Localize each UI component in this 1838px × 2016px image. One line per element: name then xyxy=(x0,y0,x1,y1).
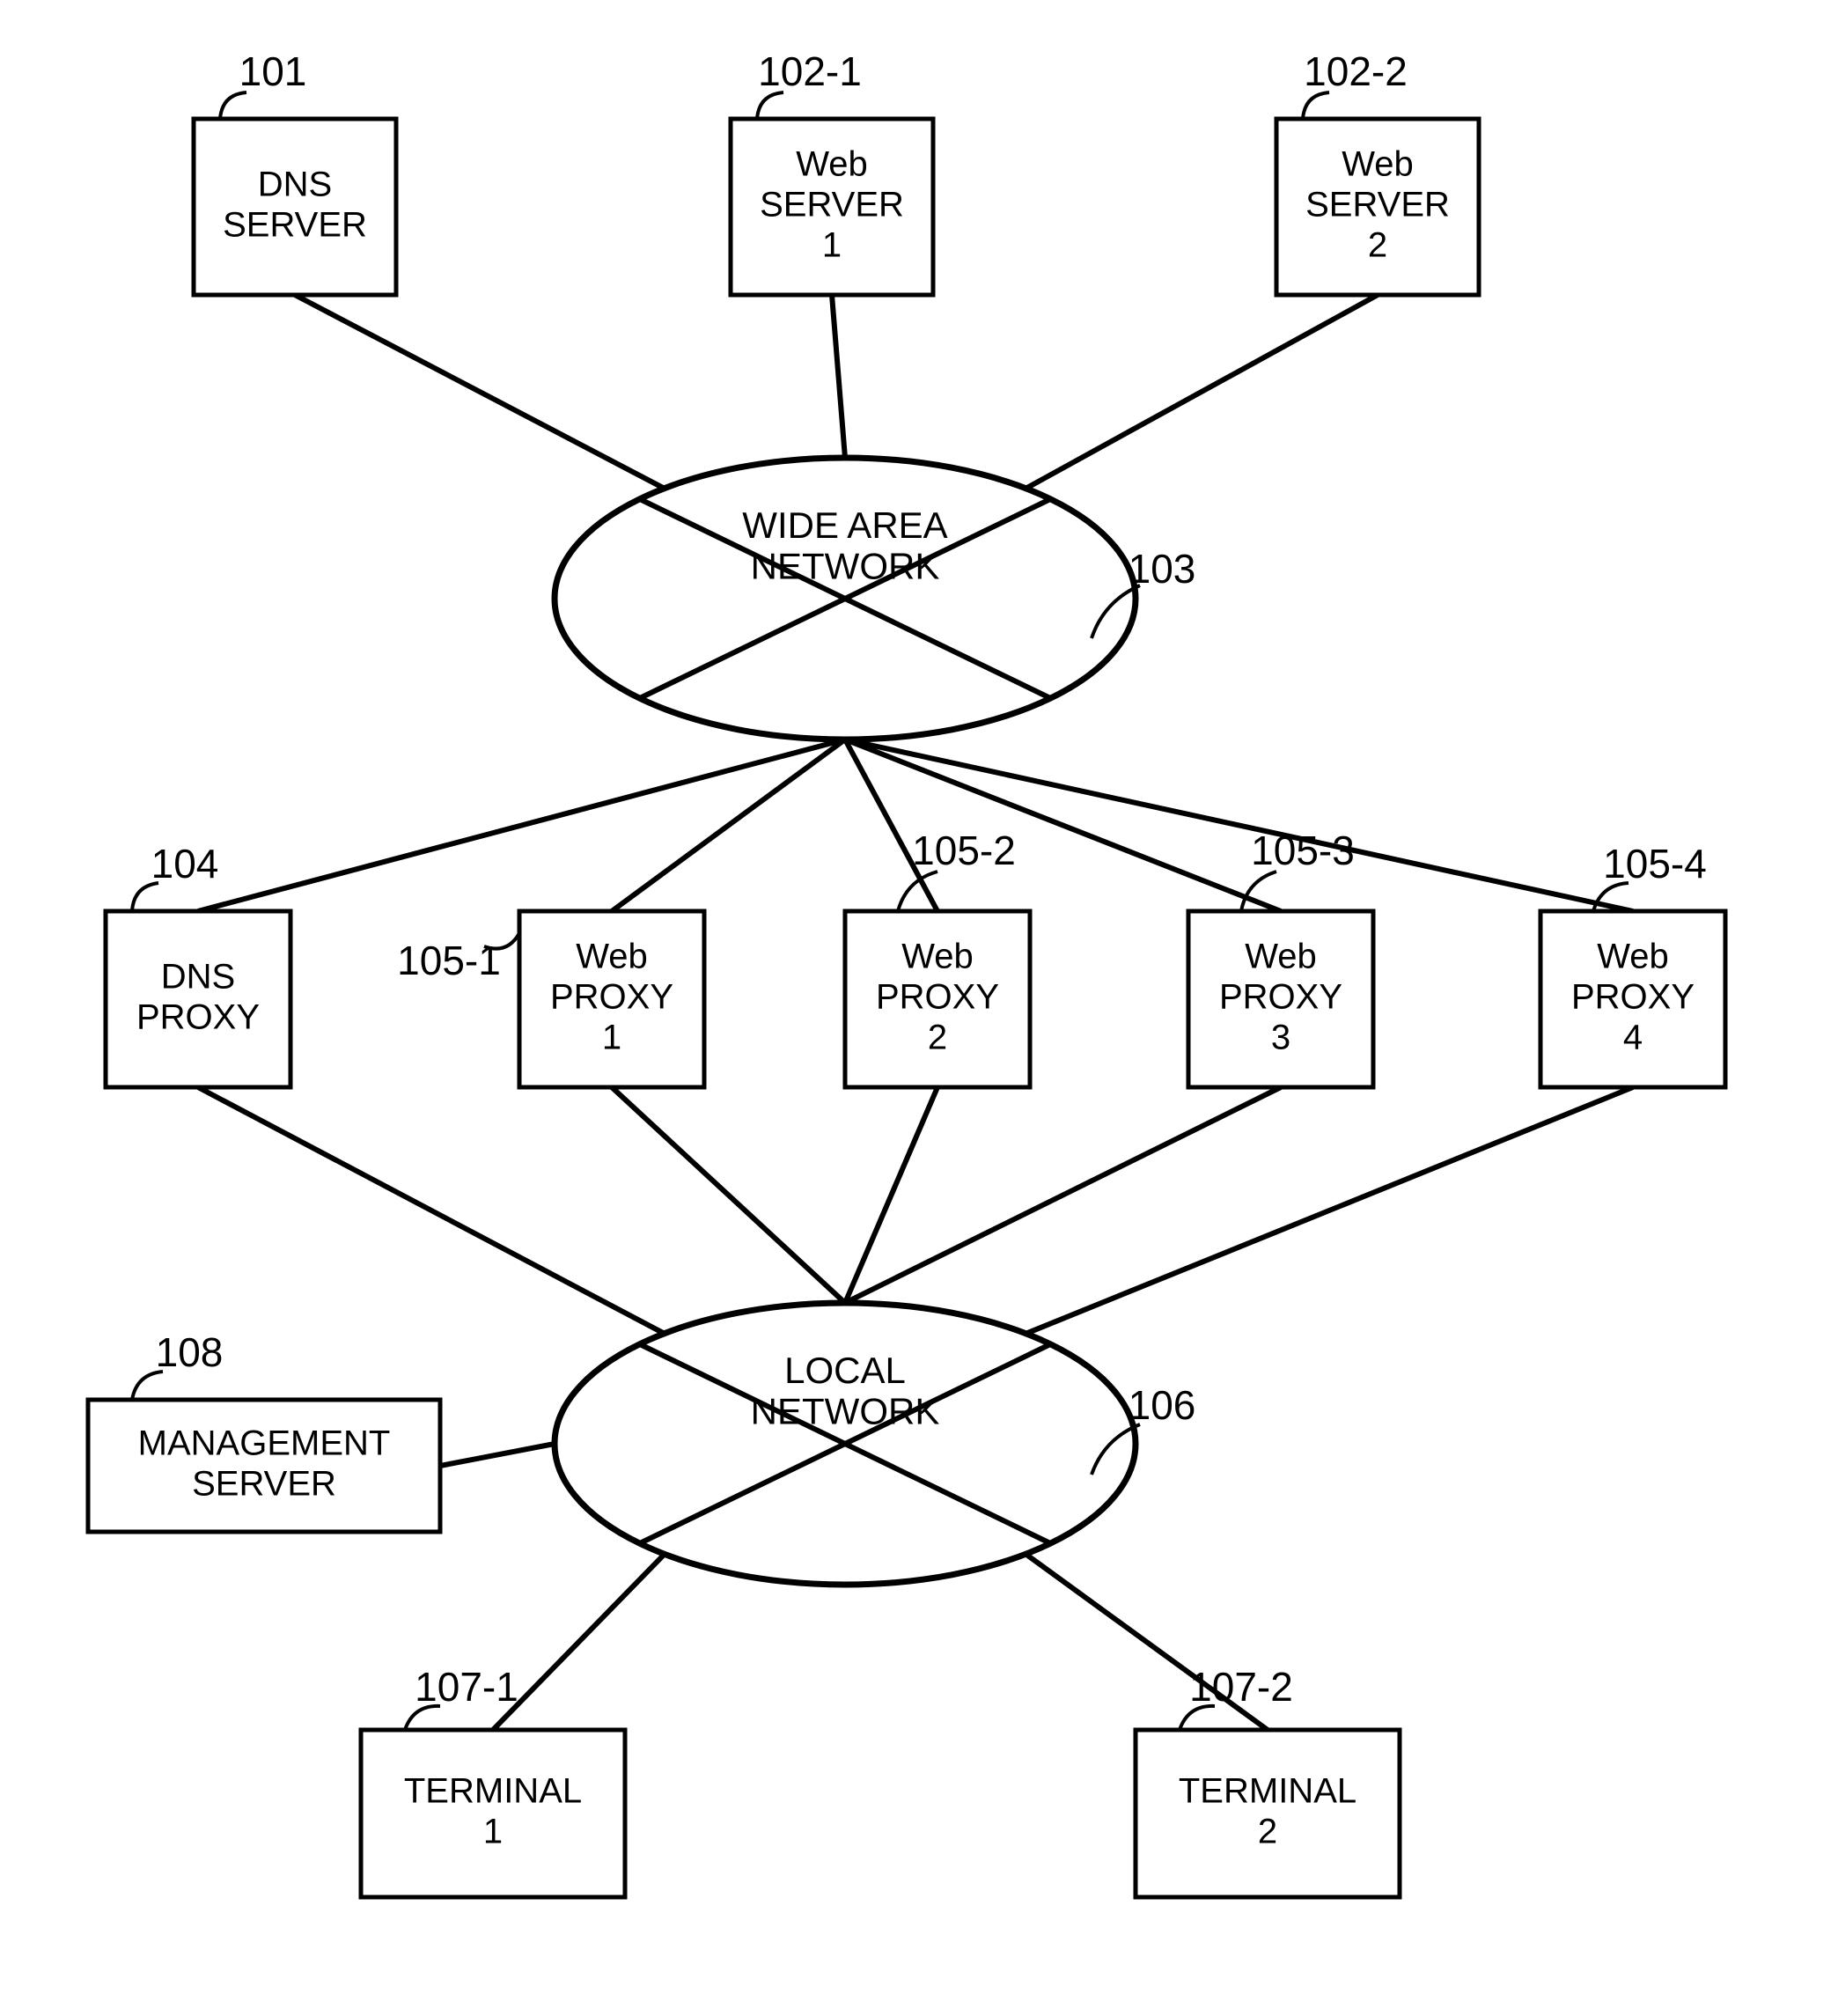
node-label: PROXY xyxy=(136,998,260,1037)
node-label: PROXY xyxy=(1219,978,1342,1017)
node-label: 1 xyxy=(483,1813,503,1851)
node-label: 2 xyxy=(928,1019,947,1057)
node-web_server_2: WebSERVER2 xyxy=(1276,119,1479,295)
node-label: Web xyxy=(1342,145,1414,184)
node-label: PROXY xyxy=(876,978,999,1017)
edge xyxy=(832,295,845,458)
node-label: SERVER xyxy=(192,1465,336,1504)
node-label: 1 xyxy=(822,226,842,265)
edge xyxy=(1026,1087,1633,1334)
edge xyxy=(612,1087,845,1303)
node-label: PROXY xyxy=(1571,978,1695,1017)
node-terminal_1: TERMINAL1 xyxy=(361,1730,625,1897)
node-lan: LOCALNETWORK xyxy=(555,1303,1136,1585)
edge xyxy=(845,739,937,911)
edge xyxy=(845,1087,1281,1303)
node-web_proxy_3: WebPROXY3 xyxy=(1188,911,1373,1087)
ref-terminal_2: 107-2 xyxy=(1180,1664,1293,1730)
ref-label: 105-4 xyxy=(1603,841,1707,887)
edge xyxy=(845,739,1633,911)
node-label: WIDE AREA xyxy=(742,504,947,546)
nodes-layer: DNSSERVERWebSERVER1WebSERVER2WIDE AREANE… xyxy=(88,119,1725,1897)
ref-leader xyxy=(757,92,783,119)
edge xyxy=(440,1444,555,1466)
ref-label: 103 xyxy=(1129,546,1196,592)
node-label: NETWORK xyxy=(751,1390,940,1431)
node-dns_proxy: DNSPROXY xyxy=(106,911,290,1087)
edge xyxy=(612,739,845,911)
ref-web_proxy_2: 105-2 xyxy=(898,828,1016,911)
node-label: 2 xyxy=(1258,1813,1277,1851)
ref-label: 105-2 xyxy=(912,828,1016,873)
ref-label: 106 xyxy=(1129,1382,1196,1428)
edge xyxy=(198,1087,665,1334)
network-diagram: DNSSERVERWebSERVER1WebSERVER2WIDE AREANE… xyxy=(0,0,1838,2016)
node-mgmt_server: MANAGEMENTSERVER xyxy=(88,1400,440,1532)
ref-label: 102-2 xyxy=(1304,48,1408,94)
edge xyxy=(198,739,845,911)
node-label: MANAGEMENT xyxy=(138,1424,391,1463)
ref-leader xyxy=(132,883,158,911)
ref-leader xyxy=(1303,92,1329,119)
node-label: Web xyxy=(1245,938,1317,976)
ref-web_proxy_1: 105-1 xyxy=(397,933,519,983)
ref-web_proxy_3: 105-3 xyxy=(1241,828,1355,911)
edge xyxy=(493,1554,665,1730)
node-label: Web xyxy=(576,938,648,976)
node-label: NETWORK xyxy=(751,545,940,586)
node-label: TERMINAL xyxy=(1179,1772,1356,1811)
ref-web_server_1: 102-1 xyxy=(757,48,862,119)
edge xyxy=(295,295,665,489)
ref-label: 107-2 xyxy=(1189,1664,1293,1710)
node-label: SERVER xyxy=(760,186,904,224)
node-label: Web xyxy=(1597,938,1669,976)
node-label: SERVER xyxy=(223,206,367,245)
ref-leader xyxy=(220,92,246,119)
node-label: 4 xyxy=(1623,1019,1643,1057)
ref-web_server_2: 102-2 xyxy=(1303,48,1408,119)
node-web_server_1: WebSERVER1 xyxy=(731,119,933,295)
node-label: 2 xyxy=(1368,226,1387,265)
node-web_proxy_1: WebPROXY1 xyxy=(519,911,704,1087)
node-label: TERMINAL xyxy=(404,1772,582,1811)
ref-label: 102-1 xyxy=(758,48,862,94)
node-label: Web xyxy=(901,938,974,976)
edge xyxy=(1026,295,1378,489)
ref-label: 105-3 xyxy=(1251,828,1355,873)
node-wan: WIDE AREANETWORK xyxy=(555,458,1136,739)
node-label: SERVER xyxy=(1305,186,1450,224)
ref-mgmt_server: 108 xyxy=(132,1329,223,1400)
ref-leader xyxy=(132,1372,163,1400)
ref-web_proxy_4: 105-4 xyxy=(1593,841,1707,911)
node-label: Web xyxy=(796,145,868,184)
ref-dns_proxy: 104 xyxy=(132,841,218,911)
ref-label: 101 xyxy=(239,48,307,94)
node-label: 3 xyxy=(1271,1019,1290,1057)
node-web_proxy_2: WebPROXY2 xyxy=(845,911,1030,1087)
edge xyxy=(845,1087,937,1303)
node-label: LOCAL xyxy=(784,1350,906,1391)
node-label: DNS xyxy=(161,958,235,997)
node-label: PROXY xyxy=(550,978,673,1017)
node-label: 1 xyxy=(602,1019,621,1057)
node-dns_server: DNSSERVER xyxy=(194,119,396,295)
ref-label: 108 xyxy=(156,1329,224,1375)
ref-label: 107-1 xyxy=(415,1664,518,1710)
ref-label: 105-1 xyxy=(397,938,501,983)
node-web_proxy_4: WebPROXY4 xyxy=(1540,911,1725,1087)
node-terminal_2: TERMINAL2 xyxy=(1136,1730,1400,1897)
node-label: DNS xyxy=(258,166,332,204)
ref-label: 104 xyxy=(151,841,219,887)
ref-dns_server: 101 xyxy=(220,48,306,119)
